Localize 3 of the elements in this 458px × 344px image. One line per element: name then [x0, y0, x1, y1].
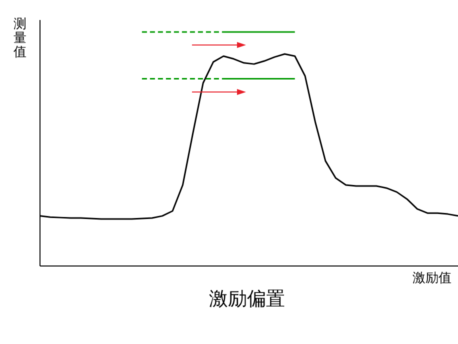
- y-axis-title: 测量值: [14, 17, 26, 60]
- x-axis-title: 激励值: [412, 271, 452, 286]
- text: 激励偏置: [209, 288, 285, 310]
